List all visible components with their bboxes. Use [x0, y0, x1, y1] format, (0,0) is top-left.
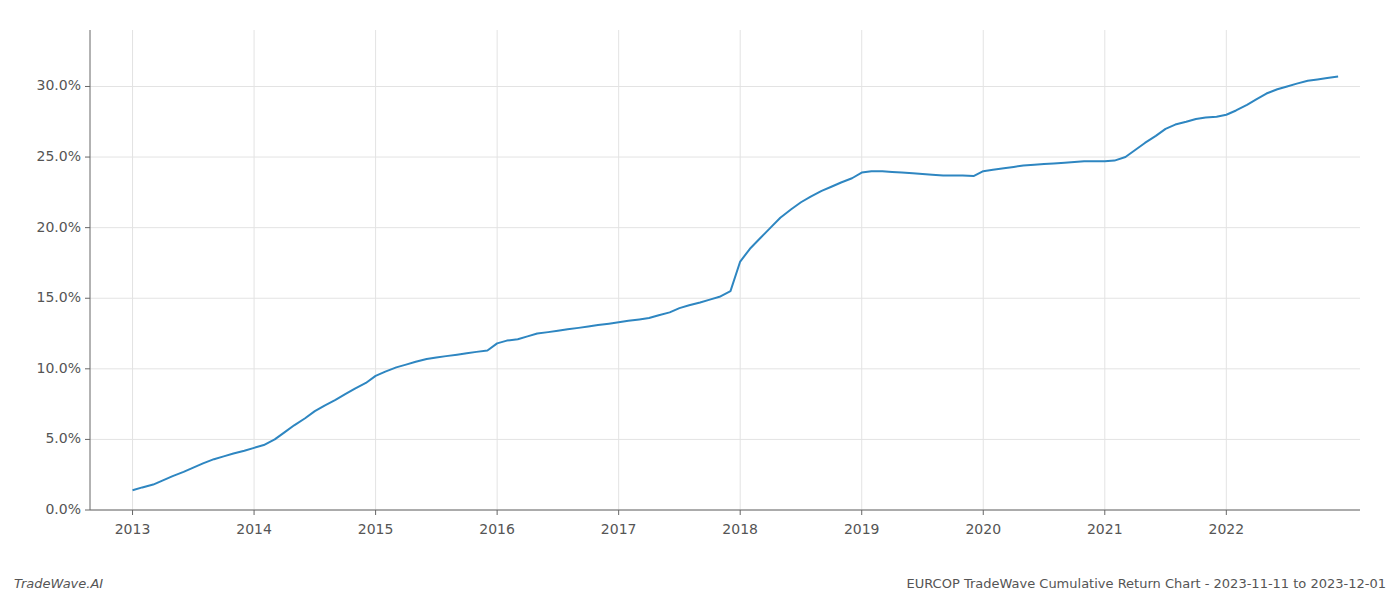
y-grid-line: [90, 157, 1360, 158]
x-tick-label: 2018: [722, 521, 758, 537]
plot-area: [133, 77, 1339, 491]
x-tick: [983, 510, 984, 515]
x-grid-line: [861, 30, 862, 510]
x-tick: [497, 510, 498, 515]
x-tick: [861, 510, 862, 515]
x-grid-line: [1226, 30, 1227, 510]
x-tick: [1104, 510, 1105, 515]
x-grid-line: [375, 30, 376, 510]
y-tick-label: 25.0%: [37, 148, 81, 164]
x-grid-line: [618, 30, 619, 510]
axes: 0.0% 5.0% 10.0% 15.0% 20.0% 25.0% 30.0% 2013 201…: [37, 30, 1360, 537]
y-tick: [85, 227, 90, 228]
x-tick: [618, 510, 619, 515]
y-tick-label: 15.0%: [37, 289, 81, 305]
page: {"chart_data": {"type": "line", "title":…: [0, 0, 1400, 600]
title: EURCOP TradeWave Cumulative Return Chart…: [907, 576, 1387, 591]
y-grid-line: [90, 227, 1360, 228]
x-axis-line: [90, 510, 1360, 511]
grid: [90, 30, 1360, 510]
x-tick-label: 2022: [1208, 521, 1244, 537]
y-tick-label: 0.0%: [45, 501, 81, 517]
y-tick: [85, 439, 90, 440]
x-grid-line: [132, 30, 133, 510]
y-tick-label: 5.0%: [45, 430, 81, 446]
y-grid-line: [90, 298, 1360, 299]
line: [133, 77, 1339, 491]
y-grid-line: [90, 510, 1360, 511]
x-grid-line: [497, 30, 498, 510]
y-grid-line: [90, 439, 1360, 440]
x-tick-label: 2016: [479, 521, 515, 537]
y-tick: [85, 510, 90, 511]
x-tick-label: 2020: [965, 521, 1001, 537]
footer-annotation: TradeWave.AI: [14, 576, 103, 591]
x-tick: [132, 510, 133, 515]
y-grid-line: [90, 368, 1360, 369]
x-tick: [254, 510, 255, 515]
y-tick-label: 20.0%: [37, 219, 81, 235]
x-tick-label: 2019: [844, 521, 880, 537]
y-axis-line: [90, 30, 91, 510]
y-grid-line: [90, 86, 1360, 87]
y-tick: [85, 298, 90, 299]
x-grid-line: [983, 30, 984, 510]
x-tick-label: 2015: [358, 521, 394, 537]
x-grid-line: [740, 30, 741, 510]
x-grid-line: [1104, 30, 1105, 510]
x-tick-label: 2017: [601, 521, 637, 537]
texts: TradeWave.AI EURCOP TradeWave Cumulative …: [14, 576, 1386, 591]
x-tick: [740, 510, 741, 515]
y-tick-label: 10.0%: [37, 360, 81, 376]
y-tick: [85, 157, 90, 158]
y-tick-label: 30.0%: [37, 77, 81, 93]
x-grid-line: [254, 30, 255, 510]
x-tick-label: 2021: [1087, 521, 1123, 537]
chart: 0.0% 5.0% 10.0% 15.0% 20.0% 25.0% 30.0% 2013 201…: [0, 0, 1400, 600]
x-tick: [1226, 510, 1227, 515]
y-tick: [85, 368, 90, 369]
x-tick-label: 2013: [115, 521, 151, 537]
x-tick-label: 2014: [236, 521, 272, 537]
x-tick: [375, 510, 376, 515]
y-tick: [85, 86, 90, 87]
